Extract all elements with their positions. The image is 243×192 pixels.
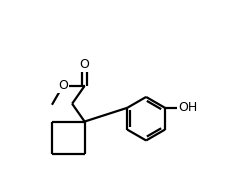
Text: O: O bbox=[58, 79, 68, 92]
Text: O: O bbox=[80, 58, 89, 71]
Text: OH: OH bbox=[178, 101, 197, 114]
